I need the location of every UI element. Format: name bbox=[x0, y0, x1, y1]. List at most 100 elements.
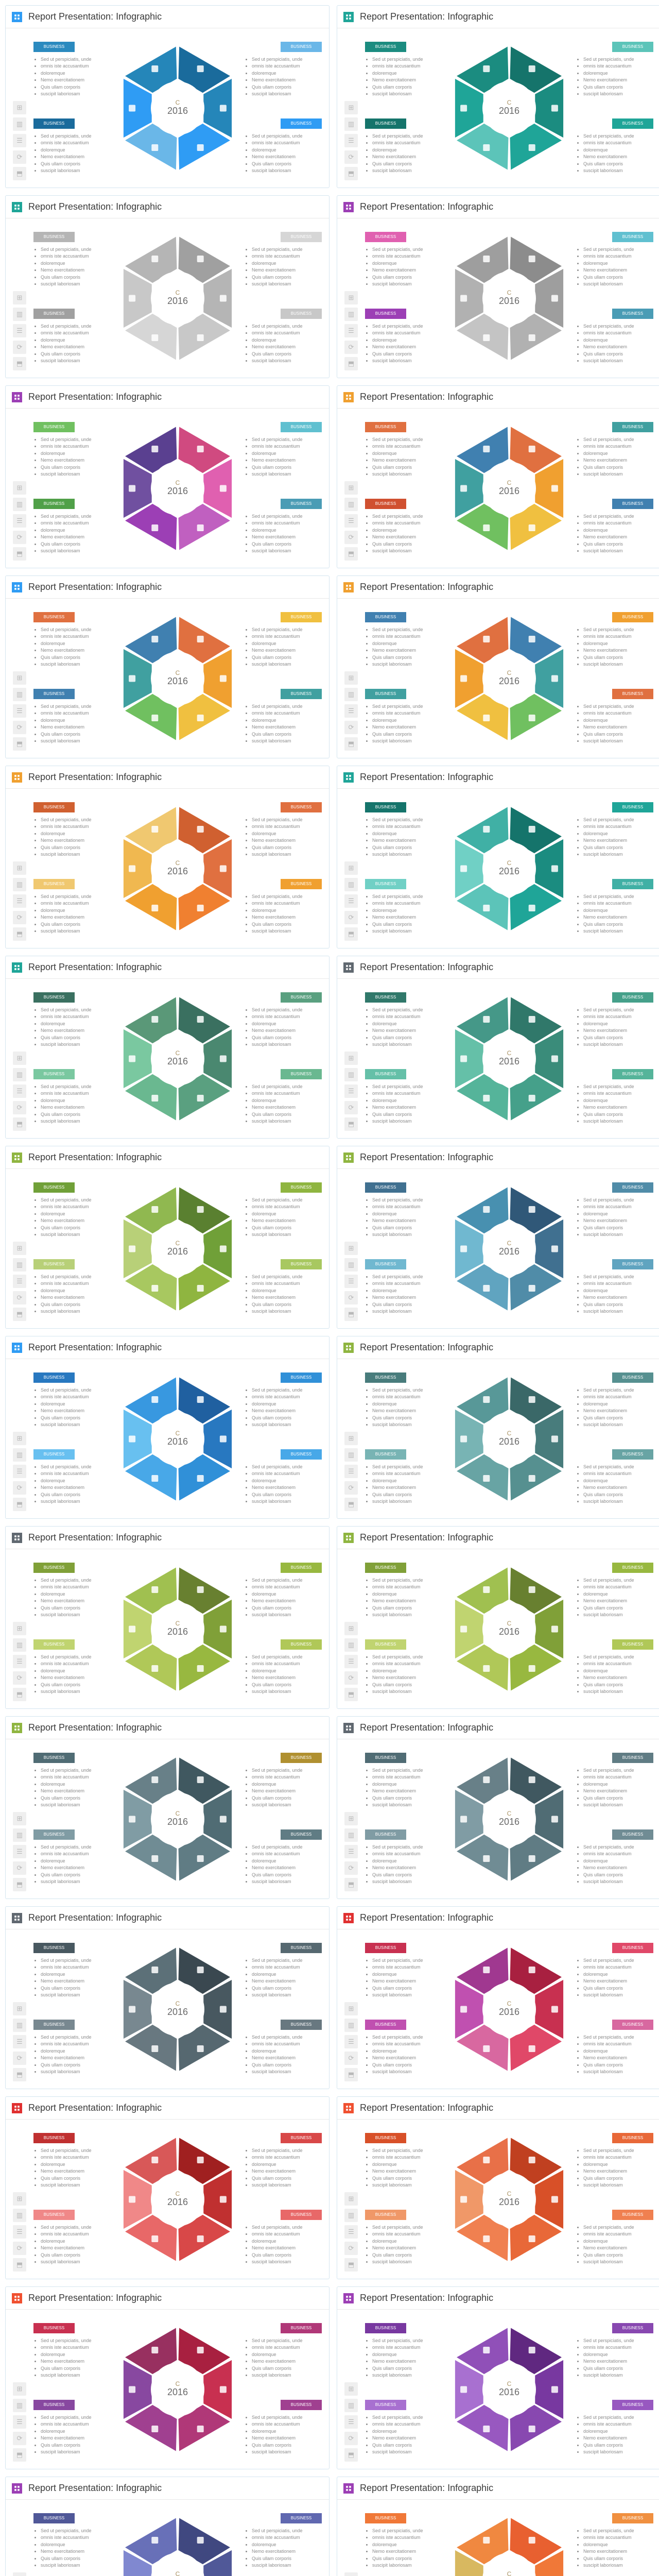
template-card[interactable]: Report Presentation: Infographic⊞▥☰⟳⬒BUS… bbox=[337, 766, 659, 948]
tool-icon-4[interactable]: ⬒ bbox=[13, 737, 26, 751]
template-card[interactable]: Report Presentation: Infographic⊞▥☰⟳⬒BUS… bbox=[5, 766, 330, 948]
tool-icon-0[interactable]: ⊞ bbox=[344, 1622, 358, 1635]
tool-icon-1[interactable]: ▥ bbox=[344, 1828, 358, 1842]
tool-icon-4[interactable]: ⬒ bbox=[344, 167, 358, 180]
tool-icon-4[interactable]: ⬒ bbox=[344, 547, 358, 561]
tool-icon-2[interactable]: ☰ bbox=[13, 514, 26, 528]
tool-icon-4[interactable]: ⬒ bbox=[344, 737, 358, 751]
tool-icon-2[interactable]: ☰ bbox=[344, 894, 358, 908]
template-card[interactable]: Report Presentation: Infographic⊞▥☰⟳⬒BUS… bbox=[337, 5, 659, 188]
tool-icon-0[interactable]: ⊞ bbox=[344, 481, 358, 495]
tool-icon-0[interactable]: ⊞ bbox=[13, 1432, 26, 1445]
tool-icon-4[interactable]: ⬒ bbox=[344, 927, 358, 941]
tool-icon-1[interactable]: ▥ bbox=[13, 1448, 26, 1462]
template-card[interactable]: Report Presentation: Infographic⊞▥☰⟳⬒BUS… bbox=[5, 5, 330, 188]
tool-icon-3[interactable]: ⟳ bbox=[13, 2242, 26, 2255]
tool-icon-4[interactable]: ⬒ bbox=[13, 1498, 26, 1511]
tool-icon-0[interactable]: ⊞ bbox=[13, 1622, 26, 1635]
tool-icon-2[interactable]: ☰ bbox=[344, 1465, 358, 1478]
tool-icon-4[interactable]: ⬒ bbox=[13, 1117, 26, 1131]
tool-icon-0[interactable]: ⊞ bbox=[344, 2192, 358, 2206]
tool-icon-0[interactable]: ⊞ bbox=[13, 481, 26, 495]
template-card[interactable]: Report Presentation: Infographic⊞▥☰⟳⬒BUS… bbox=[337, 1336, 659, 1519]
tool-icon-4[interactable]: ⬒ bbox=[13, 2068, 26, 2081]
tool-icon-0[interactable]: ⊞ bbox=[344, 1242, 358, 1255]
tool-icon-1[interactable]: ▥ bbox=[13, 1828, 26, 1842]
tool-icon-2[interactable]: ☰ bbox=[13, 1845, 26, 1858]
tool-icon-3[interactable]: ⟳ bbox=[344, 1291, 358, 1304]
template-card[interactable]: Report Presentation: Infographic⊞▥☰⟳⬒BUS… bbox=[5, 1526, 330, 1709]
tool-icon-3[interactable]: ⟳ bbox=[344, 1861, 358, 1875]
tool-icon-2[interactable]: ☰ bbox=[13, 324, 26, 337]
tool-icon-2[interactable]: ☰ bbox=[344, 1655, 358, 1668]
tool-icon-0[interactable]: ⊞ bbox=[13, 1812, 26, 1825]
tool-icon-1[interactable]: ▥ bbox=[13, 2019, 26, 2032]
tool-icon-4[interactable]: ⬒ bbox=[344, 1878, 358, 1891]
tool-icon-0[interactable]: ⊞ bbox=[344, 2382, 358, 2396]
tool-icon-3[interactable]: ⟳ bbox=[344, 1481, 358, 1495]
tool-icon-4[interactable]: ⬒ bbox=[13, 927, 26, 941]
template-card[interactable]: Report Presentation: Infographic⊞▥☰⟳⬒BUS… bbox=[5, 956, 330, 1139]
tool-icon-2[interactable]: ☰ bbox=[344, 2415, 358, 2429]
tool-icon-2[interactable]: ☰ bbox=[344, 1845, 358, 1858]
tool-icon-1[interactable]: ▥ bbox=[13, 308, 26, 321]
template-card[interactable]: Report Presentation: Infographic⊞▥☰⟳⬒BUS… bbox=[337, 385, 659, 568]
tool-icon-2[interactable]: ☰ bbox=[344, 514, 358, 528]
tool-icon-1[interactable]: ▥ bbox=[344, 117, 358, 131]
tool-icon-0[interactable]: ⊞ bbox=[13, 1242, 26, 1255]
tool-icon-4[interactable]: ⬒ bbox=[13, 167, 26, 180]
tool-icon-1[interactable]: ▥ bbox=[344, 2209, 358, 2222]
tool-icon-4[interactable]: ⬒ bbox=[13, 1688, 26, 1701]
tool-icon-3[interactable]: ⟳ bbox=[13, 341, 26, 354]
tool-icon-3[interactable]: ⟳ bbox=[344, 911, 358, 924]
tool-icon-2[interactable]: ☰ bbox=[13, 2225, 26, 2239]
tool-icon-2[interactable]: ☰ bbox=[13, 134, 26, 147]
tool-icon-1[interactable]: ▥ bbox=[13, 878, 26, 891]
template-card[interactable]: Report Presentation: Infographic⊞▥☰⟳⬒BUS… bbox=[5, 2096, 330, 2279]
tool-icon-1[interactable]: ▥ bbox=[344, 1638, 358, 1652]
tool-icon-2[interactable]: ☰ bbox=[13, 894, 26, 908]
tool-icon-4[interactable]: ⬒ bbox=[344, 1498, 358, 1511]
tool-icon-2[interactable]: ☰ bbox=[344, 2225, 358, 2239]
tool-icon-2[interactable]: ☰ bbox=[344, 324, 358, 337]
tool-icon-0[interactable]: ⊞ bbox=[13, 861, 26, 875]
tool-icon-1[interactable]: ▥ bbox=[344, 688, 358, 701]
tool-icon-1[interactable]: ▥ bbox=[344, 1448, 358, 1462]
tool-icon-4[interactable]: ⬒ bbox=[13, 1878, 26, 1891]
tool-icon-0[interactable]: ⊞ bbox=[13, 1052, 26, 1065]
tool-icon-2[interactable]: ☰ bbox=[13, 1275, 26, 1288]
tool-icon-0[interactable]: ⊞ bbox=[13, 291, 26, 304]
template-card[interactable]: Report Presentation: Infographic⊞▥☰⟳⬒BUS… bbox=[5, 1336, 330, 1519]
template-card[interactable]: Report Presentation: Infographic⊞▥☰⟳⬒BUS… bbox=[5, 2477, 330, 2576]
tool-icon-4[interactable]: ⬒ bbox=[344, 1688, 358, 1701]
tool-icon-3[interactable]: ⟳ bbox=[344, 1671, 358, 1685]
tool-icon-1[interactable]: ▥ bbox=[344, 878, 358, 891]
tool-icon-4[interactable]: ⬒ bbox=[13, 357, 26, 370]
template-card[interactable]: Report Presentation: Infographic⊞▥☰⟳⬒BUS… bbox=[337, 1526, 659, 1709]
tool-icon-2[interactable]: ☰ bbox=[344, 134, 358, 147]
tool-icon-1[interactable]: ▥ bbox=[344, 1068, 358, 1081]
tool-icon-1[interactable]: ▥ bbox=[13, 1638, 26, 1652]
tool-icon-3[interactable]: ⟳ bbox=[344, 531, 358, 544]
tool-icon-3[interactable]: ⟳ bbox=[13, 1101, 26, 1114]
tool-icon-0[interactable]: ⊞ bbox=[13, 2002, 26, 2015]
tool-icon-1[interactable]: ▥ bbox=[344, 2399, 358, 2412]
tool-icon-2[interactable]: ☰ bbox=[13, 1084, 26, 1098]
template-card[interactable]: Report Presentation: Infographic⊞▥☰⟳⬒BUS… bbox=[5, 1146, 330, 1329]
template-card[interactable]: Report Presentation: Infographic⊞▥☰⟳⬒BUS… bbox=[337, 1716, 659, 1899]
tool-icon-2[interactable]: ☰ bbox=[13, 1465, 26, 1478]
tool-icon-2[interactable]: ☰ bbox=[13, 704, 26, 718]
tool-icon-2[interactable]: ☰ bbox=[13, 2035, 26, 2048]
tool-icon-3[interactable]: ⟳ bbox=[344, 2432, 358, 2445]
tool-icon-4[interactable]: ⬒ bbox=[13, 1308, 26, 1321]
tool-icon-1[interactable]: ▥ bbox=[13, 498, 26, 511]
tool-icon-0[interactable]: ⊞ bbox=[344, 1052, 358, 1065]
tool-icon-3[interactable]: ⟳ bbox=[344, 721, 358, 734]
tool-icon-0[interactable]: ⊞ bbox=[13, 671, 26, 685]
tool-icon-1[interactable]: ▥ bbox=[344, 1258, 358, 1272]
tool-icon-0[interactable]: ⊞ bbox=[13, 101, 26, 114]
tool-icon-2[interactable]: ☰ bbox=[344, 2035, 358, 2048]
tool-icon-0[interactable]: ⊞ bbox=[344, 101, 358, 114]
template-card[interactable]: Report Presentation: Infographic⊞▥☰⟳⬒BUS… bbox=[337, 2096, 659, 2279]
tool-icon-3[interactable]: ⟳ bbox=[13, 721, 26, 734]
